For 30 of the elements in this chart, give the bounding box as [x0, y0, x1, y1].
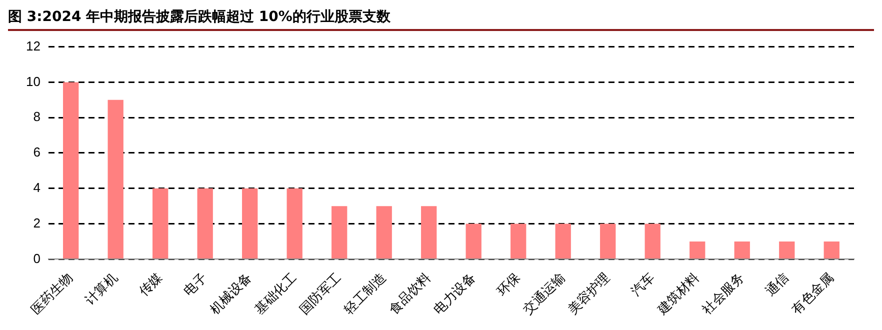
bar	[779, 242, 795, 258]
y-tick-label: 10	[26, 74, 40, 89]
y-tick-label: 2	[33, 215, 40, 230]
bar	[152, 188, 168, 258]
bar	[242, 188, 258, 258]
x-tick-label: 医药生物	[28, 270, 76, 318]
y-tick-label: 6	[33, 144, 40, 160]
bar	[644, 224, 660, 258]
y-tick-label: 12	[26, 38, 40, 54]
y-tick-label: 8	[33, 109, 40, 124]
bar	[466, 224, 482, 258]
y-tick-label: 4	[33, 180, 40, 195]
bar	[332, 206, 348, 258]
bar	[63, 82, 79, 258]
bar	[824, 242, 840, 258]
bar	[510, 224, 526, 258]
x-tick-label: 电子	[181, 270, 210, 300]
bar	[108, 100, 124, 258]
bar	[600, 224, 616, 258]
bar	[197, 188, 213, 258]
chart-title: 图 3:2024 年中期报告披露后跌幅超过 10%的行业股票支数	[8, 8, 874, 31]
bar	[421, 206, 437, 258]
bar	[734, 242, 750, 258]
bar	[376, 206, 392, 258]
bar	[555, 224, 571, 258]
x-tick-label: 传媒	[136, 270, 166, 300]
x-tick-label: 计算机	[82, 270, 121, 309]
bar	[690, 242, 706, 258]
y-tick-label: 0	[33, 250, 40, 266]
bar	[286, 188, 302, 258]
